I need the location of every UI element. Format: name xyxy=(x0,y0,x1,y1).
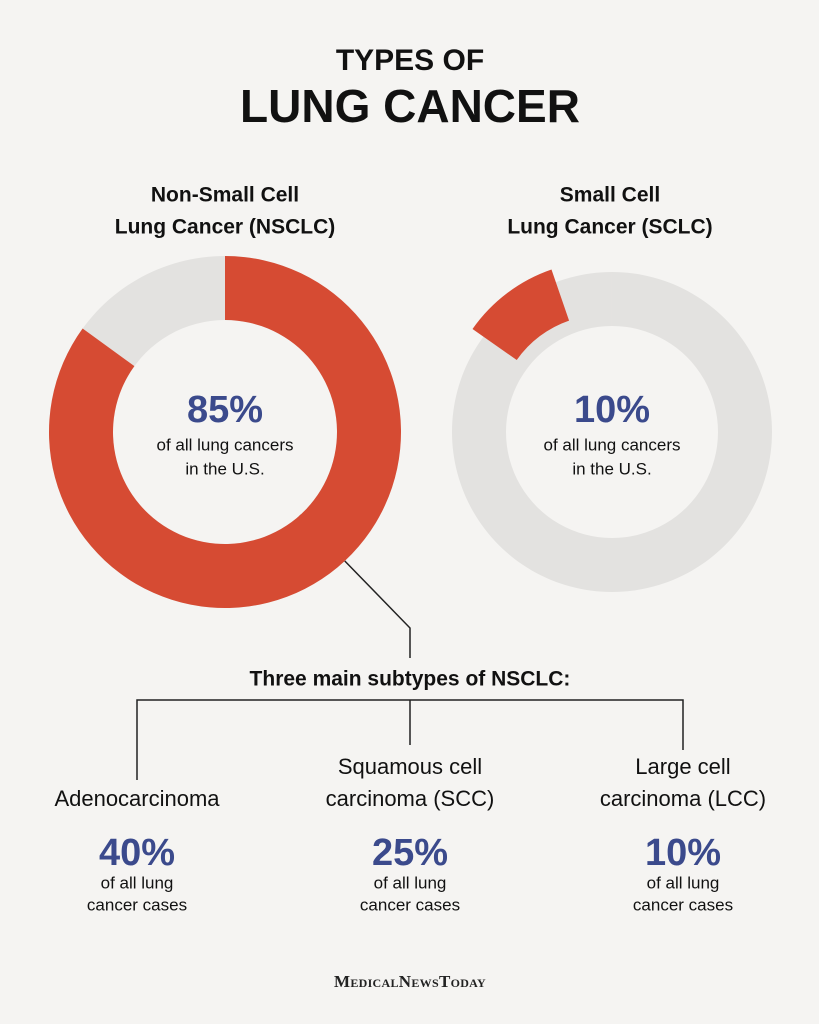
chart-title: Lung Cancer (SCLC) xyxy=(507,216,712,239)
chart-title: Lung Cancer (NSCLC) xyxy=(115,216,336,239)
chart-title: Non-Small Cell xyxy=(151,184,299,207)
subtype-note: cancer cases xyxy=(633,895,733,914)
subtype-name: Squamous cell xyxy=(338,754,482,779)
subtype-note: of all lung xyxy=(374,873,447,892)
subtype-note: cancer cases xyxy=(87,895,187,914)
subtype-note: cancer cases xyxy=(360,895,460,914)
caption: in the U.S. xyxy=(572,459,651,478)
subtype-note: of all lung xyxy=(101,873,174,892)
value-label: 85% xyxy=(187,389,263,431)
subtype-name: carcinoma (LCC) xyxy=(600,786,766,811)
subtype-percent: 25% xyxy=(372,832,448,874)
subtype-percent: 10% xyxy=(645,832,721,874)
subtype-name: carcinoma (SCC) xyxy=(326,786,495,811)
donut-rest xyxy=(451,272,772,592)
subtypes-title: Three main subtypes of NSCLC: xyxy=(250,668,571,691)
subtype-name: Adenocarcinoma xyxy=(54,786,220,811)
donut-segment xyxy=(48,256,401,608)
donut-segment xyxy=(472,269,570,361)
caption: in the U.S. xyxy=(185,459,264,478)
bracket xyxy=(136,699,684,780)
value-label: 10% xyxy=(574,389,650,431)
caption: of all lung cancers xyxy=(543,435,680,454)
subtype-note: of all lung xyxy=(647,873,720,892)
caption: of all lung cancers xyxy=(156,435,293,454)
chart-title: Small Cell xyxy=(560,184,660,207)
subtype-name: Large cell xyxy=(635,754,730,779)
brand: MedicalNewsToday xyxy=(334,972,486,991)
subtype-percent: 40% xyxy=(99,832,175,874)
title-line: LUNG CANCER xyxy=(240,80,580,132)
title-line: TYPES OF xyxy=(336,44,484,77)
